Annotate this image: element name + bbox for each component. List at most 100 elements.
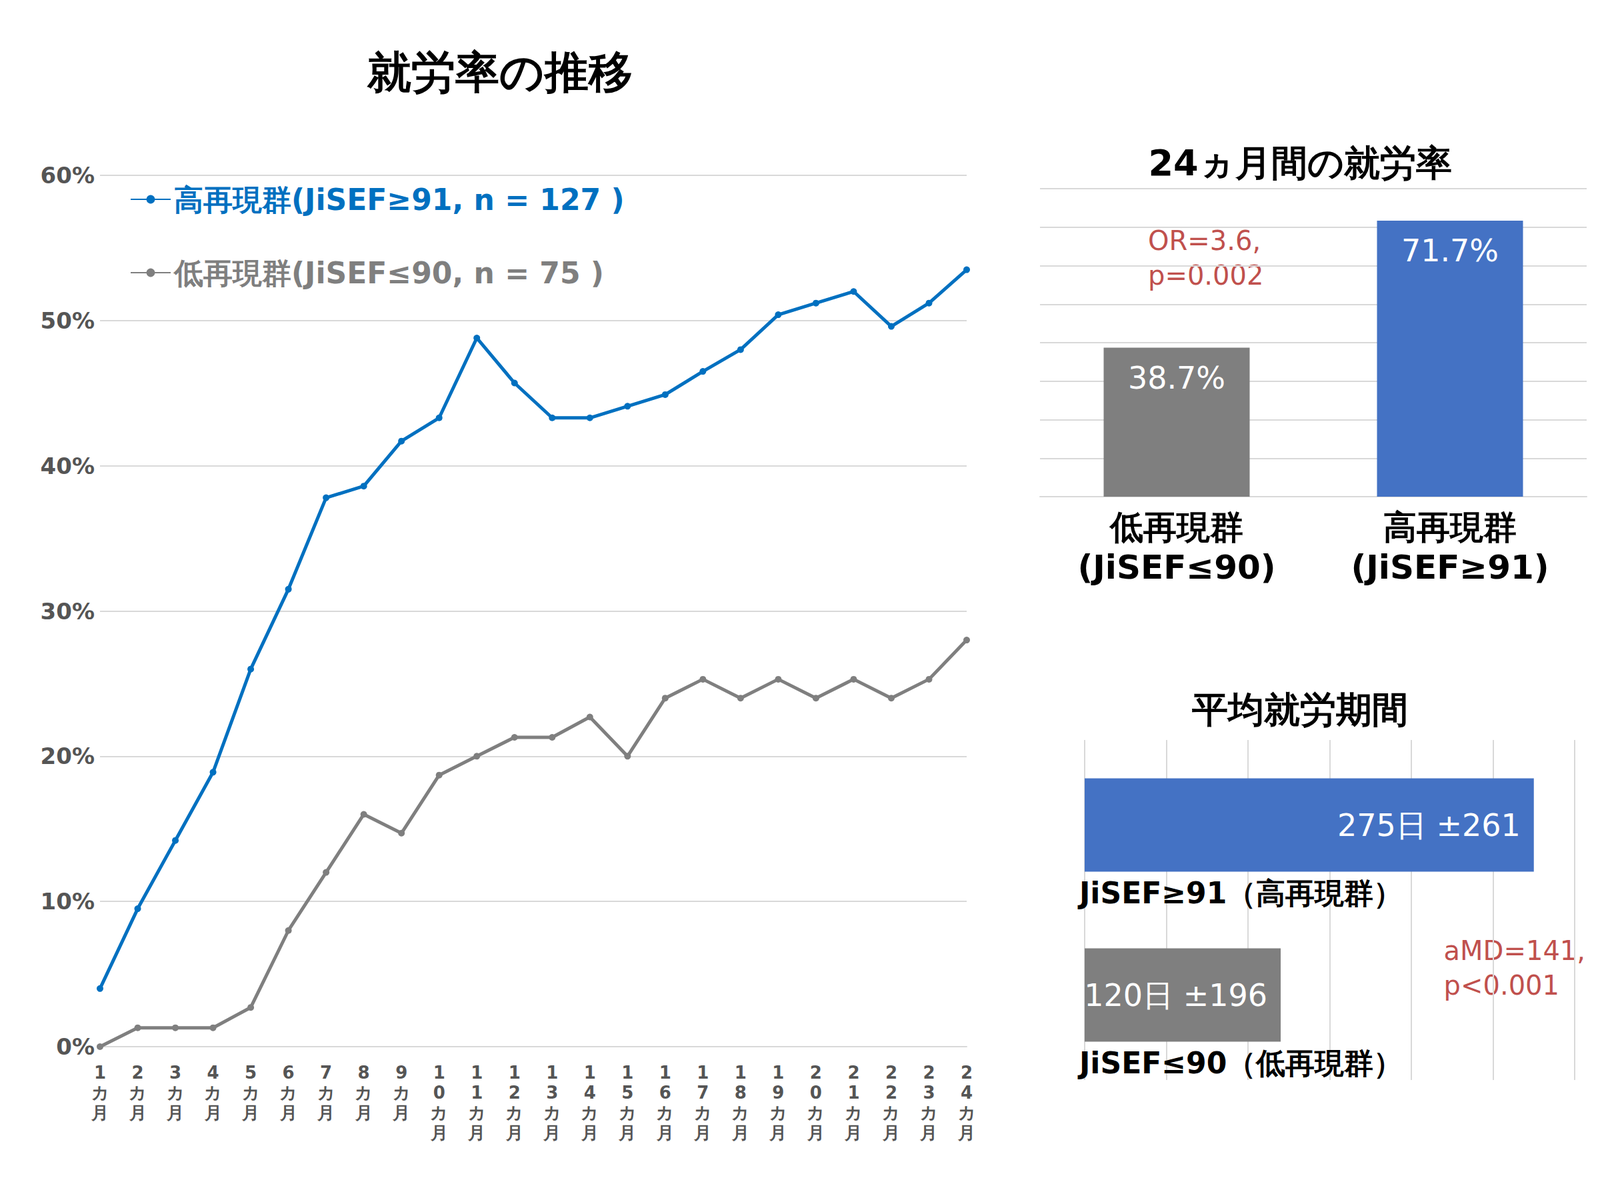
svg-text:2: 2 [885, 1082, 898, 1103]
svg-text:月: 月 [618, 1122, 636, 1143]
svg-text:2: 2 [960, 1062, 973, 1083]
svg-text:5: 5 [244, 1062, 257, 1083]
svg-text:月: 月 [731, 1122, 750, 1143]
svg-text:1: 1 [546, 1062, 558, 1083]
svg-text:月: 月 [392, 1102, 410, 1123]
svg-text:カ: カ [468, 1102, 486, 1123]
svg-text:月: 月 [919, 1122, 938, 1143]
svg-text:月: 月 [279, 1102, 298, 1123]
svg-text:2: 2 [885, 1062, 898, 1083]
svg-text:OR=3.6,: OR=3.6, [1148, 225, 1261, 256]
svg-text:6: 6 [659, 1082, 672, 1103]
svg-text:0: 0 [810, 1082, 822, 1103]
svg-text:カ: カ [392, 1082, 411, 1103]
svg-text:1: 1 [584, 1062, 596, 1083]
svg-text:1: 1 [433, 1062, 446, 1083]
svg-text:275日 ±261: 275日 ±261 [1337, 807, 1521, 844]
svg-text:カ: カ [618, 1102, 637, 1123]
svg-text:月: 月 [768, 1122, 787, 1143]
svg-text:月: 月 [430, 1122, 448, 1143]
svg-text:月: 月 [806, 1122, 825, 1143]
svg-text:1: 1 [659, 1062, 672, 1083]
svg-text:JiSEF≥91（高再現群）: JiSEF≥91（高再現群） [1077, 876, 1403, 910]
svg-text:2: 2 [922, 1062, 935, 1083]
svg-text:38.7%: 38.7% [1128, 360, 1226, 396]
svg-text:カ: カ [958, 1102, 976, 1123]
svg-text:カ: カ [242, 1082, 260, 1103]
svg-text:月: 月 [693, 1122, 712, 1143]
svg-text:5: 5 [621, 1082, 634, 1103]
svg-text:0%: 0% [56, 1033, 95, 1060]
svg-text:8: 8 [734, 1082, 747, 1103]
svg-text:カ: カ [128, 1082, 147, 1103]
svg-text:71.7%: 71.7% [1401, 232, 1499, 269]
svg-text:50%: 50% [40, 307, 95, 334]
svg-text:1: 1 [734, 1062, 747, 1083]
svg-text:1: 1 [470, 1082, 483, 1103]
svg-text:月: 月 [882, 1122, 900, 1143]
svg-text:1: 1 [508, 1062, 521, 1083]
svg-text:カ: カ [844, 1102, 863, 1123]
svg-text:1: 1 [847, 1082, 860, 1103]
svg-text:1: 1 [621, 1062, 634, 1083]
svg-text:p=0.002: p=0.002 [1148, 260, 1264, 291]
svg-text:30%: 30% [40, 598, 95, 625]
svg-text:2: 2 [847, 1062, 860, 1083]
svg-text:低再現群(JiSEF≤90, n = 75 ): 低再現群(JiSEF≤90, n = 75 ) [172, 256, 604, 290]
svg-text:2: 2 [508, 1082, 521, 1103]
svg-text:月: 月 [505, 1122, 524, 1143]
svg-text:1: 1 [772, 1062, 784, 1083]
svg-text:7: 7 [696, 1082, 709, 1103]
svg-text:カ: カ [317, 1082, 336, 1103]
svg-text:カ: カ [656, 1102, 674, 1123]
svg-text:カ: カ [505, 1102, 524, 1123]
svg-text:カ: カ [806, 1102, 825, 1123]
svg-text:aMD=141,: aMD=141, [1444, 935, 1586, 966]
svg-text:0: 0 [433, 1082, 446, 1103]
svg-text:カ: カ [279, 1082, 298, 1103]
svg-text:20%: 20% [40, 742, 95, 770]
svg-text:カ: カ [731, 1102, 750, 1123]
svg-text:4: 4 [960, 1082, 973, 1103]
svg-text:カ: カ [430, 1102, 448, 1123]
svg-text:高再現群: 高再現群 [1383, 508, 1517, 547]
svg-text:8: 8 [358, 1062, 370, 1083]
svg-text:2: 2 [131, 1062, 144, 1083]
svg-text:120日 ±196: 120日 ±196 [1084, 977, 1268, 1014]
svg-text:月: 月 [354, 1102, 373, 1123]
svg-text:9: 9 [395, 1062, 408, 1083]
svg-text:p<0.001: p<0.001 [1444, 970, 1560, 1001]
svg-text:月: 月 [844, 1122, 862, 1143]
svg-text:月: 月 [128, 1102, 147, 1123]
svg-text:月: 月 [656, 1122, 674, 1143]
svg-text:7: 7 [320, 1062, 332, 1083]
svg-text:カ: カ [91, 1082, 110, 1103]
svg-text:月: 月 [316, 1102, 335, 1123]
svg-text:カ: カ [354, 1082, 373, 1103]
svg-text:月: 月 [957, 1122, 976, 1143]
svg-text:6: 6 [282, 1062, 295, 1083]
svg-text:月: 月 [241, 1102, 260, 1123]
svg-text:カ: カ [204, 1082, 222, 1103]
svg-text:カ: カ [882, 1102, 900, 1123]
svg-text:60%: 60% [40, 162, 95, 189]
svg-text:40%: 40% [40, 452, 95, 480]
svg-text:カ: カ [694, 1102, 712, 1123]
svg-text:月: 月 [90, 1102, 109, 1123]
svg-text:月: 月 [467, 1122, 486, 1143]
svg-text:(JiSEF≤90): (JiSEF≤90) [1077, 548, 1276, 587]
svg-text:カ: カ [920, 1102, 938, 1123]
svg-text:カ: カ [166, 1082, 185, 1103]
svg-text:低再現群: 低再現群 [1108, 508, 1244, 547]
svg-text:24ヵ月間の就労率: 24ヵ月間の就労率 [1148, 142, 1452, 184]
svg-text:月: 月 [580, 1122, 599, 1143]
svg-text:月: 月 [542, 1122, 561, 1143]
svg-text:9: 9 [772, 1082, 784, 1103]
svg-text:3: 3 [922, 1082, 935, 1103]
svg-text:4: 4 [207, 1062, 220, 1083]
svg-text:月: 月 [204, 1102, 222, 1123]
svg-text:カ: カ [543, 1102, 562, 1123]
svg-text:JiSEF≤90（低再現群）: JiSEF≤90（低再現群） [1077, 1046, 1403, 1080]
svg-text:(JiSEF≥91): (JiSEF≥91) [1350, 548, 1549, 587]
svg-text:2: 2 [810, 1062, 822, 1083]
